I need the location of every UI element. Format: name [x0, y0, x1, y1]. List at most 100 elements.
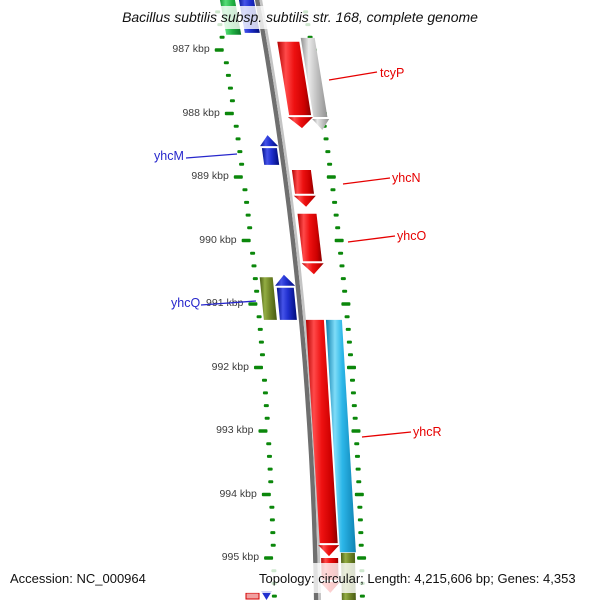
major-tick-right	[326, 175, 336, 179]
minor-tick-left	[244, 200, 250, 204]
minor-tick-right	[352, 416, 358, 420]
major-tick-left	[253, 365, 263, 370]
minor-tick-left	[270, 531, 276, 535]
gene-arrow-yhcO[interactable]	[297, 213, 324, 275]
minor-tick-left	[269, 518, 275, 522]
arrowhead-down	[287, 117, 313, 129]
gene-label-yhcQ[interactable]: yhcQ	[171, 296, 201, 310]
minor-tick-right	[359, 594, 365, 598]
minor-tick-left	[257, 327, 263, 331]
minor-tick-left	[271, 594, 277, 598]
major-tick-left	[241, 238, 251, 243]
minor-tick-right	[351, 404, 357, 408]
partial-gene-fragment-0	[245, 592, 260, 600]
minor-tick-right	[323, 137, 329, 141]
minor-tick-left	[223, 61, 229, 65]
gene-body	[277, 41, 312, 116]
gene-label-tcyP[interactable]: tcyP	[380, 66, 405, 80]
minor-tick-left	[227, 86, 233, 90]
minor-tick-left	[233, 124, 239, 128]
minor-tick-left	[219, 35, 225, 39]
major-tick-right	[357, 556, 367, 560]
minor-tick-left	[266, 454, 272, 458]
callout-line-tcyP	[328, 71, 378, 81]
backbone-line-light	[259, 0, 322, 600]
minor-tick-left	[259, 353, 265, 357]
minor-tick-right	[340, 277, 346, 281]
minor-tick-right	[349, 378, 355, 382]
gene-label-yhcM[interactable]: yhcM	[154, 149, 184, 163]
callout-line-yhcM	[185, 153, 238, 159]
accession-text: Accession: NC_000964	[10, 571, 146, 586]
gene-arrow-gene-cyan[interactable]	[325, 319, 356, 553]
gene-arrow-tcyP[interactable]	[277, 41, 313, 129]
minor-tick-left	[269, 505, 275, 509]
gene-body	[325, 319, 356, 553]
gene-arrow-yhcN[interactable]	[291, 170, 316, 207]
minor-tick-left	[251, 264, 257, 268]
minor-tick-left	[270, 543, 276, 547]
arrowhead-down	[293, 195, 316, 207]
minor-tick-left	[245, 213, 251, 217]
major-tick-left	[248, 302, 258, 306]
minor-tick-left	[242, 188, 248, 192]
minor-tick-left	[229, 99, 235, 103]
gene-body	[291, 170, 314, 194]
gene-body	[297, 213, 322, 262]
arrowhead-up	[260, 135, 279, 147]
minor-tick-left	[247, 226, 253, 230]
major-tick-right	[354, 492, 364, 497]
minor-tick-left	[256, 315, 262, 319]
page-title: Bacillus subtilis subsp. subtilis str. 1…	[122, 9, 478, 25]
major-tick-left	[214, 48, 224, 52]
minor-tick-left	[264, 416, 270, 420]
minor-tick-right	[358, 543, 364, 547]
gene-arrow-yhcQ[interactable]	[275, 274, 297, 320]
minor-tick-right	[330, 188, 336, 192]
arrowhead-down	[318, 545, 340, 557]
minor-tick-right	[357, 505, 363, 509]
gene-label-yhcO[interactable]: yhcO	[397, 229, 427, 243]
gene-label-yhcN[interactable]: yhcN	[392, 171, 421, 185]
minor-tick-right	[346, 340, 352, 344]
genome-stats-text: Topology: circular; Length: 4,215,606 bp…	[259, 571, 576, 586]
major-tick-right	[351, 429, 361, 433]
minor-tick-right	[332, 200, 338, 204]
minor-tick-right	[344, 315, 350, 319]
callout-line-yhcO	[347, 235, 396, 243]
arrowhead-down	[312, 119, 330, 130]
minor-tick-right	[347, 353, 353, 357]
gene-label-yhcR[interactable]: yhcR	[413, 425, 442, 439]
arrowhead-down	[301, 263, 324, 275]
minor-tick-left	[239, 162, 245, 166]
minor-tick-left	[263, 404, 269, 408]
minor-tick-right	[356, 480, 362, 484]
callout-line-yhcN	[342, 177, 391, 185]
gene-arrow-yhcM[interactable]	[260, 135, 280, 165]
gene-arrow-gene-olive-1[interactable]	[259, 277, 277, 320]
minor-tick-right	[325, 150, 331, 154]
major-tick-left	[224, 111, 234, 116]
partial-gene-fragment-1	[261, 591, 272, 600]
gene-body	[261, 148, 280, 165]
scale-ticks	[214, 10, 367, 598]
gene-arrow-gene-gray[interactable]	[300, 37, 330, 130]
major-tick-left	[261, 492, 271, 497]
genome-backbone	[254, 0, 322, 600]
minor-tick-left	[237, 150, 243, 154]
minor-tick-right	[327, 162, 333, 166]
minor-tick-right	[335, 226, 341, 230]
minor-tick-left	[250, 251, 256, 255]
minor-tick-right	[345, 327, 351, 331]
minor-tick-right	[357, 518, 363, 522]
callout-line-yhcR	[361, 431, 412, 438]
gene-body	[305, 319, 338, 544]
arrowhead-up	[275, 274, 296, 286]
minor-tick-left	[258, 340, 264, 344]
gene-arrow-yhcR[interactable]	[305, 319, 340, 557]
minor-tick-left	[225, 73, 231, 77]
major-tick-right	[341, 302, 351, 306]
